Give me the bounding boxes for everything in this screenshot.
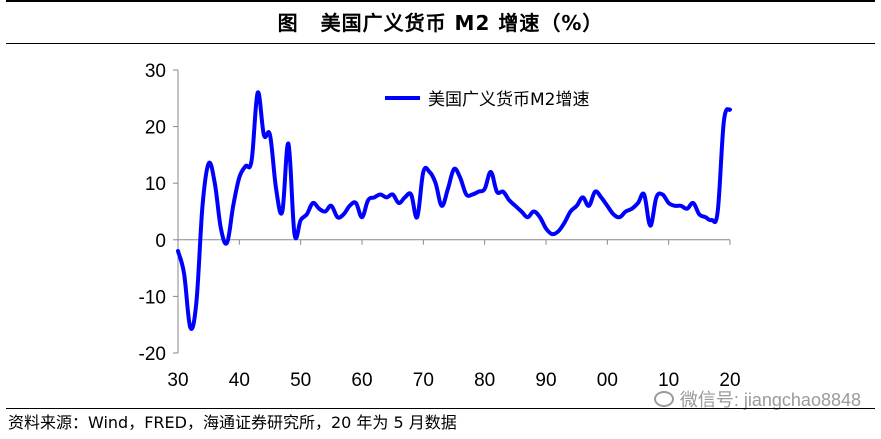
y-tick-label: -20	[139, 344, 166, 365]
figure-label: 图	[277, 11, 299, 35]
x-tick-label: 00	[597, 370, 618, 391]
chart-axes: -20 -10 0 10 20 30 30 40 50 60 70 80 90 00 10 20	[139, 61, 741, 391]
y-tick-label: 10	[145, 174, 166, 195]
x-tick-label: 10	[658, 370, 679, 391]
y-tick-label: 20	[145, 118, 166, 139]
y-tick-label: 30	[145, 61, 166, 82]
watermark: 微信号: jiangchao8848	[653, 386, 861, 412]
y-tick-label: 0	[155, 231, 166, 252]
series-line-m2-growth	[176, 90, 732, 331]
source-rule	[6, 408, 875, 409]
x-tick-label: 30	[167, 370, 188, 391]
x-tick-label: 60	[351, 370, 372, 391]
series-layer	[176, 90, 732, 331]
wechat-icon	[653, 391, 674, 407]
figure-title-row: 图美国广义货币 M2 增速（%）	[0, 6, 881, 40]
x-tick-label: 20	[719, 370, 740, 391]
y-tick-label: -10	[139, 287, 166, 308]
chart-legend: 美国广义货币M2增速	[385, 90, 589, 110]
source-note: 资料来源：Wind，FRED，海通证券研究所，20 年为 5 月数据	[8, 413, 457, 432]
figure-title: 美国广义货币 M2 增速（%）	[320, 11, 604, 35]
title-rule	[6, 43, 875, 44]
legend-label: 美国广义货币M2增速	[428, 90, 589, 110]
watermark-text: 微信号: jiangchao8848	[679, 390, 861, 410]
x-tick-label: 50	[290, 370, 311, 391]
x-tick-label: 40	[229, 370, 250, 391]
x-tick-label: 90	[535, 370, 556, 391]
x-tick-label: 80	[474, 370, 495, 391]
x-tick-label: 70	[413, 370, 434, 391]
top-rule	[6, 0, 875, 2]
